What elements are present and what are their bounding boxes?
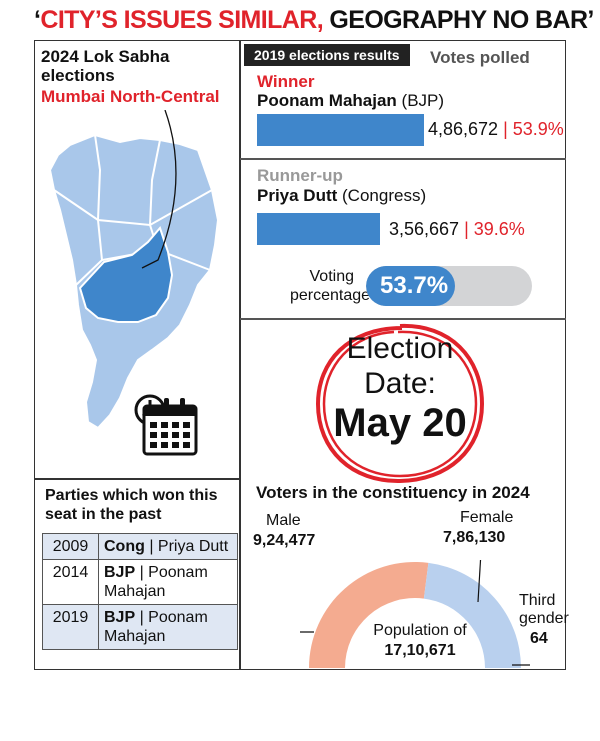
headline-banner: ‘CITY’S ISSUES SIMILAR, GEOGRAPHY NO BAR… <box>34 3 594 37</box>
winner-share: 53.9% <box>512 119 564 139</box>
voters-half-donut <box>300 560 530 668</box>
map-highlight-north-central <box>78 226 174 323</box>
headline-part1: CITY’S ISSUES SIMILAR, <box>40 6 324 34</box>
election-date-line1: Election <box>346 332 454 365</box>
runner-up-label: Runner-up <box>257 166 343 185</box>
election-date-line2: Date: <box>364 367 436 400</box>
candidate-name: Poonam Mahajan <box>104 609 208 645</box>
headline: ‘CITY’S ISSUES SIMILAR, GEOGRAPHY NO BAR… <box>34 6 594 34</box>
election-date-value: May 20 <box>333 401 467 445</box>
map-icon <box>48 110 220 430</box>
table-row: 2014 BJP | Poonam Mahajan <box>42 559 238 605</box>
party-name: BJP <box>104 564 136 581</box>
year-cell: 2009 <box>42 533 99 560</box>
runner-up-vote-bar <box>257 213 380 245</box>
population-value: 17,10,671 <box>384 642 456 659</box>
candidate-name: Poonam Mahajan <box>104 564 208 600</box>
winner-cell: BJP | Poonam Mahajan <box>98 559 238 605</box>
winner-name: Poonam Mahajan (BJP) <box>257 91 445 110</box>
runner-up-name: Priya Dutt (Congress) <box>257 186 427 205</box>
party-name: Cong <box>104 538 145 555</box>
year-cell: 2019 <box>42 604 99 650</box>
winner-vote-bar <box>257 114 425 146</box>
party-name: BJP <box>104 609 136 626</box>
results-divider <box>240 158 566 160</box>
voting-percentage-label: Voting percentage <box>290 268 371 304</box>
left-title: 2024 Lok Sabha elections <box>41 47 170 85</box>
male-value: 9,24,477 <box>253 532 316 549</box>
female-value: 7,86,130 <box>443 529 506 546</box>
voting-percentage-bar: 53.7% <box>366 266 532 306</box>
winner-votes: 4,86,672 | 53.9% <box>428 119 564 139</box>
female-arc <box>423 562 521 668</box>
calendar-clock-icon <box>134 394 198 456</box>
female-label: Female <box>460 509 514 526</box>
parties-title: Parties which won this seat in the past <box>45 487 218 523</box>
candidate-name: Priya Dutt <box>157 538 229 555</box>
headline-part2: GEOGRAPHY NO BAR <box>323 6 588 34</box>
results-header: 2019 elections results <box>244 44 410 66</box>
male-arc <box>309 562 429 668</box>
female-pointer <box>477 560 482 603</box>
voting-percentage-fill <box>366 266 456 306</box>
column-divider <box>239 40 241 670</box>
winner-cell: Cong | Priya Dutt <box>98 533 238 560</box>
constituency-name: Mumbai North-Central <box>41 87 220 106</box>
year-cell: 2014 <box>42 559 99 605</box>
date-divider <box>240 318 566 320</box>
table-row: 2019 BJP | Poonam Mahajan <box>42 604 238 650</box>
male-label: Male <box>266 512 301 529</box>
table-row: 2009 Cong | Priya Dutt <box>42 533 238 560</box>
third-gender-label: Third gender <box>519 592 569 627</box>
election-date-ring <box>315 323 485 484</box>
runner-up-votes: 3,56,667 | 39.6% <box>389 219 525 239</box>
map-pointer-line <box>141 110 177 269</box>
votes-polled-label: Votes polled <box>430 48 530 67</box>
voting-percentage-value: 53.7% <box>380 272 449 299</box>
past-winners-table: 2009 Cong | Priya Dutt 2014 BJP | Poonam… <box>42 533 238 650</box>
winner-cell: BJP | Poonam Mahajan <box>98 604 238 650</box>
third-gender-value: 64 <box>530 630 548 647</box>
male-pointer <box>300 631 314 633</box>
graphic-frame <box>34 40 566 670</box>
left-divider <box>34 478 240 480</box>
runner-up-share: 39.6% <box>473 219 525 239</box>
winner-label: Winner <box>257 72 315 91</box>
voters-title: Voters in the constituency in 2024 <box>256 483 530 502</box>
population-label: Population of <box>373 622 467 639</box>
